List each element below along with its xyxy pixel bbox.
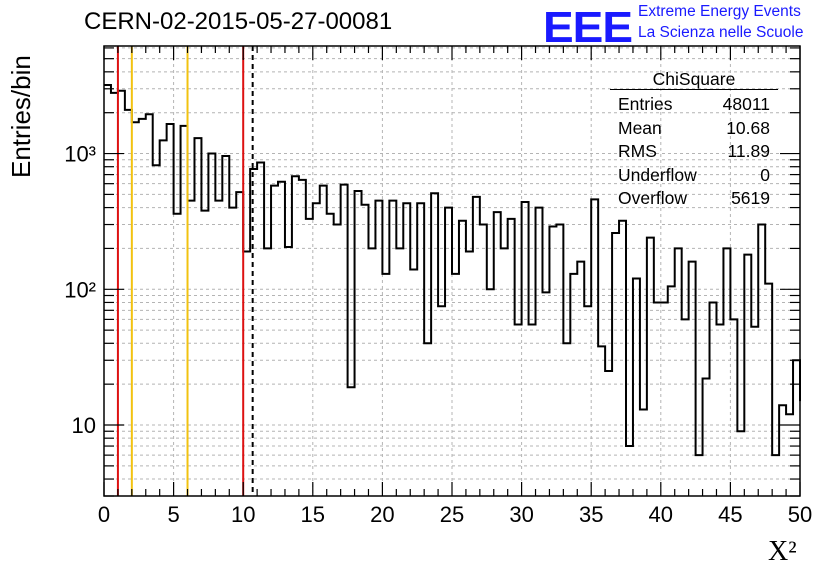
x-tick-label: 5 bbox=[167, 502, 179, 527]
stats-row-entries: Entries 48011 bbox=[610, 93, 778, 117]
reference-lines bbox=[116, 46, 254, 496]
logo-line-1: Extreme Energy Events bbox=[638, 3, 801, 20]
stats-row-overflow: Overflow 5619 bbox=[610, 187, 778, 211]
x-tick-label: 30 bbox=[509, 502, 533, 527]
tick-labels: 0 5 10 15 20 25 30 35 40 45 50 10 10² 10³ bbox=[64, 142, 812, 527]
x-tick-label: 15 bbox=[301, 502, 325, 527]
logo-line-2: La Scienza nelle Scuole bbox=[638, 24, 804, 41]
eee-logo: EEE bbox=[543, 2, 633, 52]
stats-row-mean: Mean 10.68 bbox=[610, 117, 778, 141]
x-tick-label: 10 bbox=[231, 502, 255, 527]
stats-value: 10.68 bbox=[726, 117, 770, 138]
histogram-line bbox=[104, 83, 801, 457]
stats-value: 11.89 bbox=[727, 141, 771, 161]
x-tick-label: 25 bbox=[440, 502, 464, 527]
x-tick-label: 35 bbox=[579, 502, 603, 527]
y-axis-label: Entries/bin bbox=[6, 55, 36, 178]
stats-label: Entries bbox=[618, 94, 673, 114]
x-tick-label: 45 bbox=[718, 502, 742, 527]
stats-label: Overflow bbox=[618, 188, 688, 208]
stats-row-underflow: Underflow 0 bbox=[610, 164, 778, 188]
y-tick-label: 10 bbox=[72, 413, 96, 438]
x-tick-label: 0 bbox=[98, 502, 110, 527]
stats-box: ChiSquare Entries 48011 Mean 10.68 RMS 1… bbox=[610, 69, 778, 211]
stats-title: ChiSquare bbox=[610, 69, 778, 90]
histogram-series bbox=[104, 83, 801, 457]
stats-label: RMS bbox=[618, 141, 657, 161]
stats-row-rms: RMS 11.89 bbox=[610, 140, 778, 164]
x-tick-label: 40 bbox=[649, 502, 673, 527]
x-tick-label: 50 bbox=[788, 502, 812, 527]
chart-title: CERN-02-2015-05-27-00081 bbox=[84, 8, 393, 35]
axis-ticks bbox=[103, 46, 801, 497]
y-tick-label: 10² bbox=[64, 277, 96, 302]
x-axis-label: X² bbox=[768, 536, 797, 567]
stats-label: Underflow bbox=[618, 164, 697, 185]
y-tick-label: 10³ bbox=[64, 142, 96, 167]
stats-value: 0 bbox=[760, 164, 770, 185]
stats-value: 5619 bbox=[731, 188, 770, 208]
stats-value: 48011 bbox=[722, 94, 770, 114]
stats-label: Mean bbox=[618, 117, 662, 138]
x-tick-label: 20 bbox=[370, 502, 394, 527]
